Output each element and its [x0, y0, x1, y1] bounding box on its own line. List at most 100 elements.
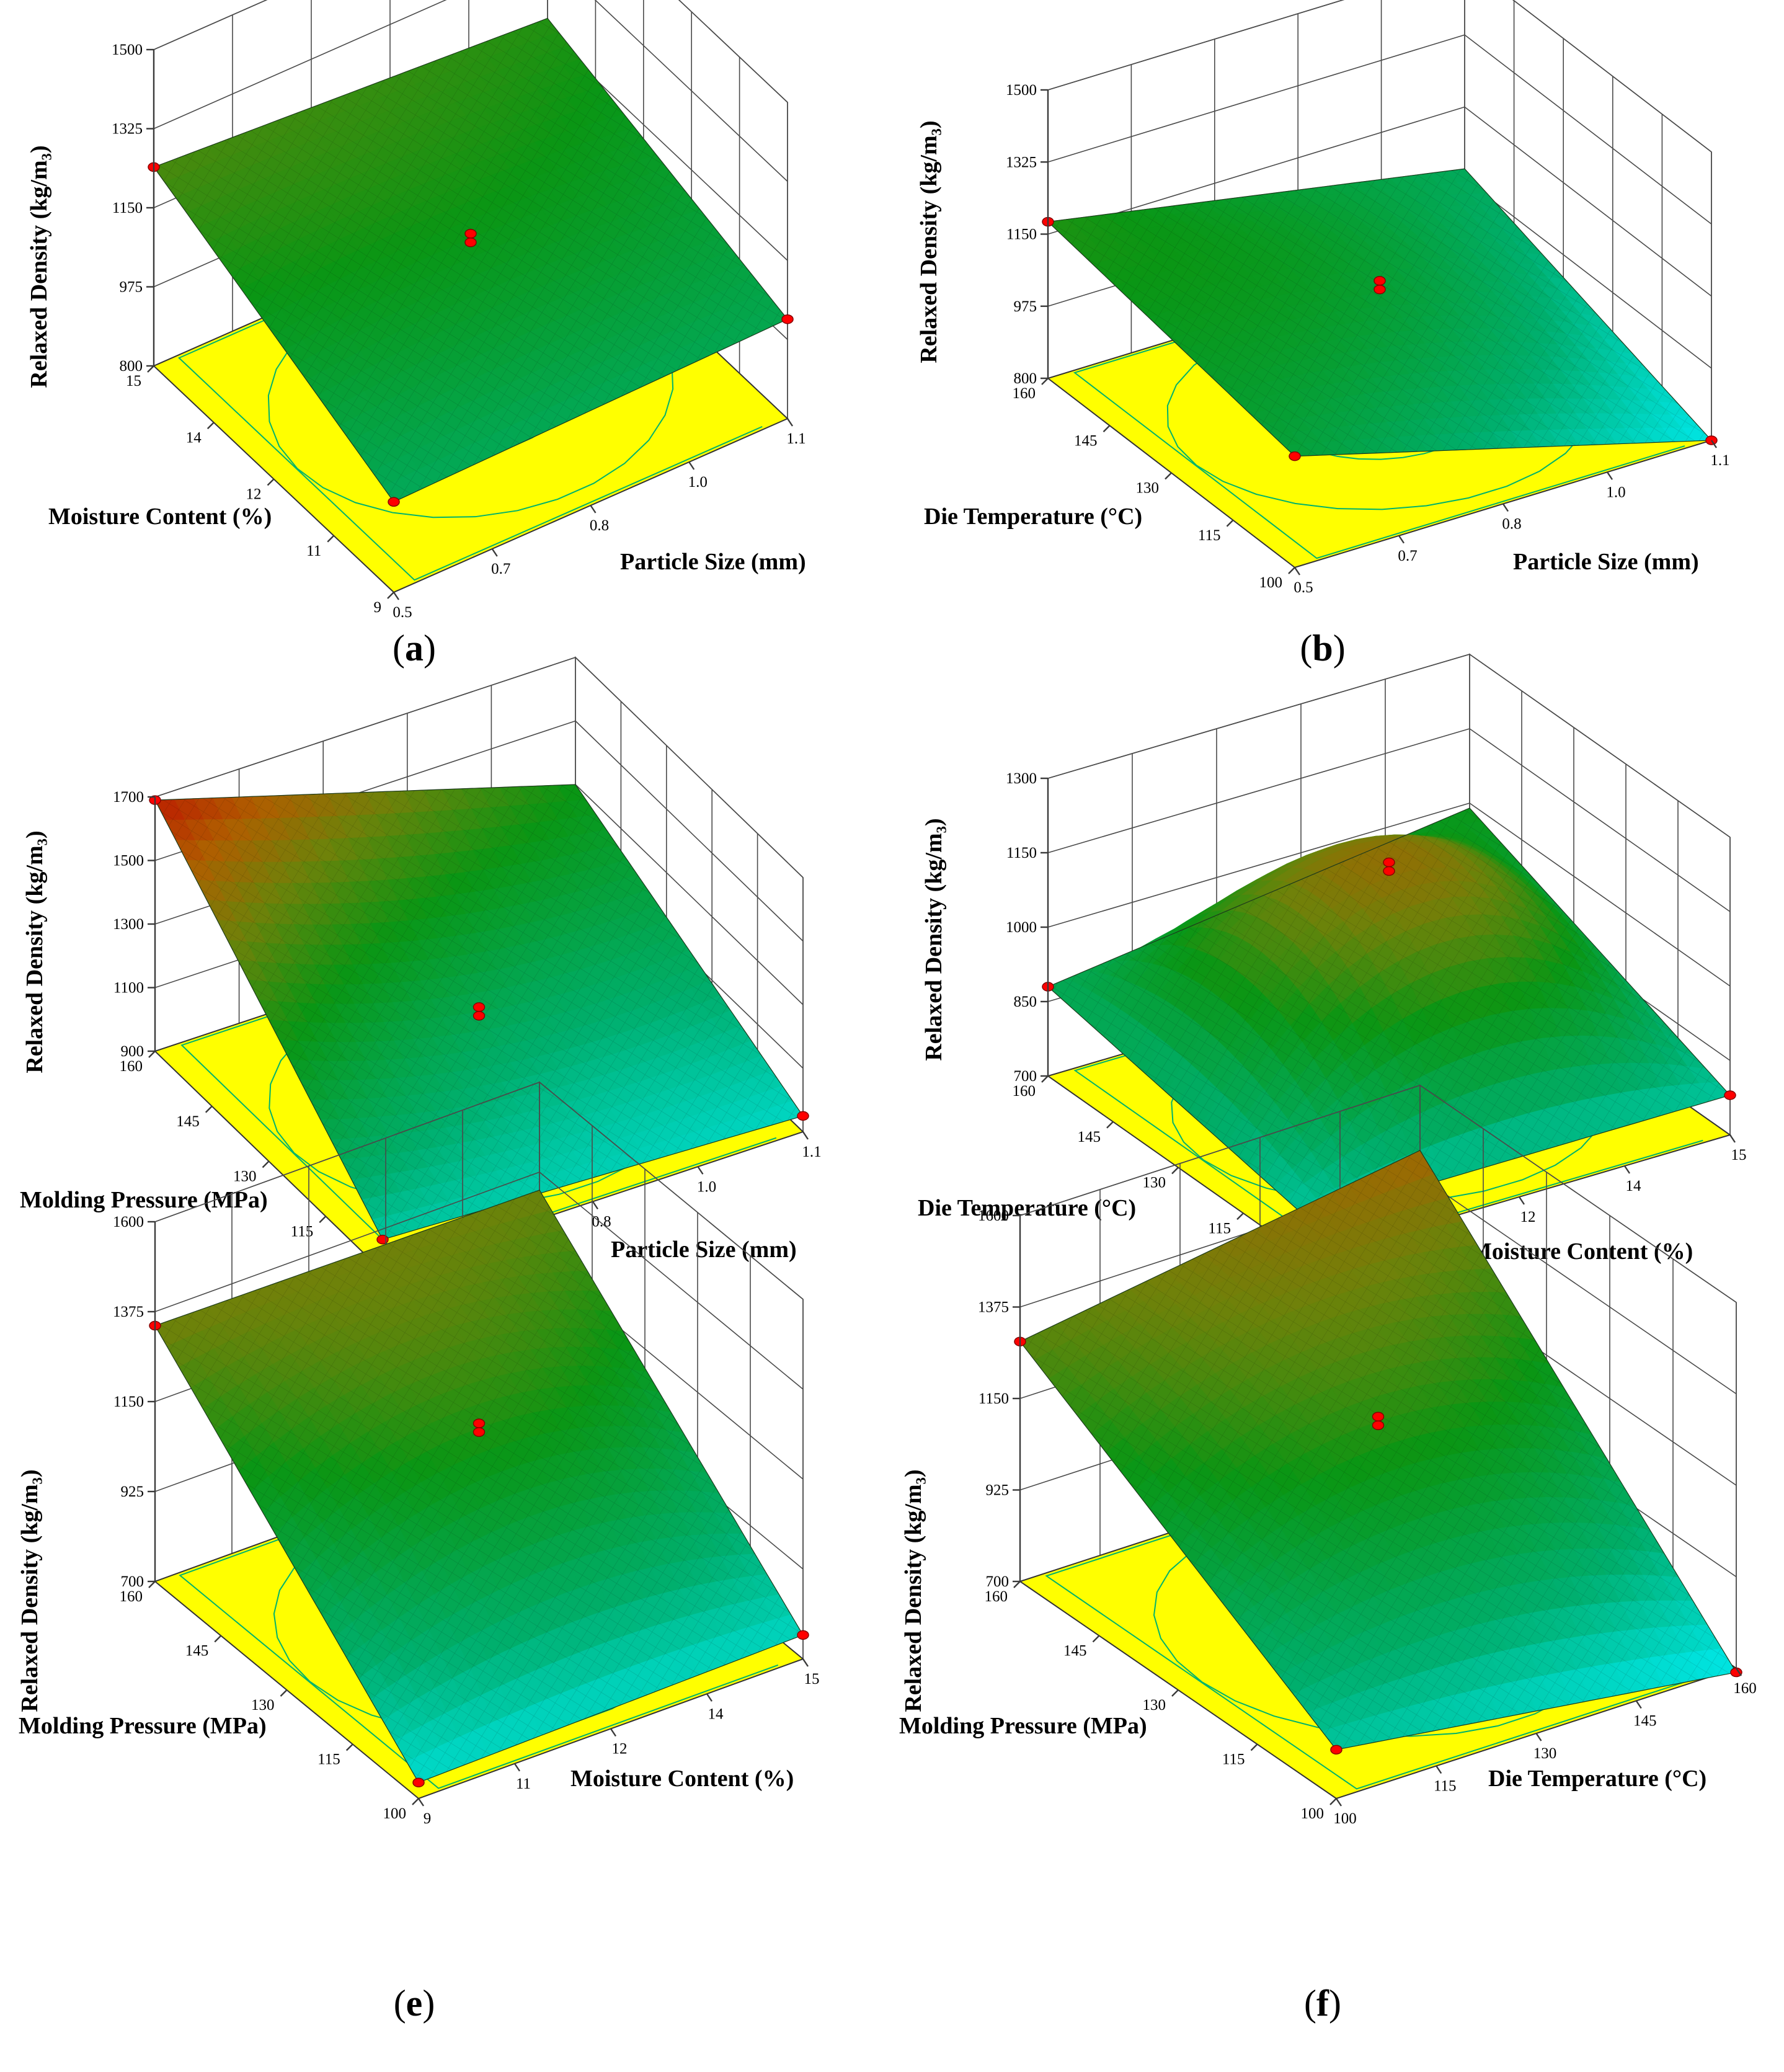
panel-label: (a): [393, 628, 436, 669]
x-tick-mark: [706, 1693, 712, 1702]
y-axis-label: Moisture Content (%): [48, 504, 272, 530]
design-point-right: [1730, 1667, 1742, 1678]
z-tick-label: 1375: [113, 1304, 144, 1320]
panel-a: 800 975 1150 1325 1500 Relaxed Density (kg/m₃…: [26, 0, 806, 669]
y-tick-label: 100: [1259, 574, 1283, 591]
y-tick-label: 115: [1222, 1751, 1245, 1768]
y-tick-label: 145: [176, 1113, 200, 1130]
x-tick-mark: [1502, 503, 1509, 512]
y-tick-mark: [1226, 519, 1234, 527]
z-tick-label: 975: [1014, 298, 1037, 315]
y-tick-mark: [1041, 1075, 1049, 1083]
x-axis-label: Moisture Content (%): [570, 1766, 794, 1792]
y-tick-mark: [327, 535, 335, 543]
panel-label: (f): [1304, 1983, 1341, 2024]
y-tick-label: 130: [233, 1168, 257, 1185]
x-tick-mark: [590, 505, 597, 514]
y-tick-mark: [1288, 567, 1295, 574]
wall-z-gridline: [1464, 34, 1712, 225]
y-axis-label: Die Temperature (°C): [918, 1195, 1136, 1221]
wall-z-gridline: [1469, 728, 1731, 912]
z-tick-label: 700: [121, 1573, 144, 1590]
x-axis-label: Moisture Content (%): [1470, 1238, 1693, 1265]
design-points: [149, 1320, 809, 1787]
wall-z-gridline: [594, 0, 788, 182]
z-axis: 900 1100 1300 1500 1700: [113, 789, 156, 1060]
z-tick-label: 1375: [978, 1299, 1009, 1316]
y-axis-label: Molding Pressure (MPa): [20, 1187, 268, 1213]
surface-mesh: [1047, 168, 1713, 457]
observed-point: [1383, 866, 1395, 876]
wall-z-gridline: [1047, 34, 1465, 163]
z-tick-label: 1325: [1006, 154, 1037, 171]
y-tick-mark: [148, 1051, 156, 1058]
z-tick-label: 1150: [1006, 226, 1037, 243]
x-tick-mark: [802, 1131, 809, 1140]
wall-z-gridline: [539, 1082, 804, 1300]
observed-point: [473, 1011, 486, 1021]
wall-z-gridline: [539, 1172, 804, 1390]
design-point-right: [797, 1630, 809, 1640]
z-axis: 700 925 1150 1375 1600: [978, 1207, 1021, 1590]
x-tick-mark: [1519, 1196, 1525, 1205]
wall-z-gridline: [1419, 1176, 1737, 1395]
x-tick-mark: [1336, 1798, 1342, 1807]
x-tick-label: 14: [708, 1705, 724, 1722]
x-tick-mark: [1398, 535, 1405, 544]
y-tick-mark: [1250, 1743, 1258, 1751]
y-tick-mark: [147, 365, 154, 373]
x-tick-label: 0.5: [393, 604, 412, 621]
x-tick-label: 0.5: [1294, 579, 1313, 596]
design-point-right: [797, 1111, 809, 1121]
y-tick-label: 15: [126, 373, 141, 389]
design-point-right: [1724, 1090, 1736, 1100]
x-axis: 0.5 0.7 0.8 1.0 1.1: [1294, 440, 1730, 596]
y-tick-label: 145: [1074, 432, 1098, 449]
y-tick-label: 115: [291, 1223, 314, 1240]
z-axis: 800 975 1150 1325 1500: [1006, 82, 1049, 387]
x-tick-label: 0.8: [1502, 516, 1521, 533]
x-tick-label: 12: [1520, 1209, 1536, 1225]
x-tick-label: 145: [1633, 1713, 1657, 1730]
response-surface: [1047, 807, 1731, 1220]
x-tick-label: 14: [1626, 1178, 1642, 1194]
y-tick-label: 160: [1013, 1083, 1036, 1100]
y-tick-mark: [267, 478, 275, 486]
wall-z-gridline: [154, 657, 576, 798]
y-tick-label: 130: [251, 1697, 275, 1714]
x-tick-label: 160: [1733, 1680, 1757, 1697]
z-axis-label: Relaxed Density (kg/m₃): [26, 145, 52, 388]
response-surface: [154, 1189, 804, 1783]
design-point-front: [388, 497, 400, 507]
y-tick-label: 130: [1143, 1175, 1166, 1191]
panel-c: 900 1100 1300 1500 1700 Relaxed Density (kg/m…: [20, 656, 822, 1357]
observed-point: [1374, 275, 1386, 286]
z-tick-label: 1325: [112, 121, 143, 138]
x-tick-label: 1.1: [1710, 452, 1729, 469]
x-tick-label: 0.7: [491, 561, 510, 577]
y-tick-label: 145: [1063, 1643, 1087, 1660]
design-point-right: [781, 314, 794, 324]
response-surface: [1019, 1150, 1737, 1750]
wall-z-gridline: [154, 1082, 540, 1222]
panel-b: 800 975 1150 1325 1500 Relaxed Density (kg/m₃…: [916, 0, 1730, 669]
z-axis: 800 975 1150 1325 1500: [112, 42, 155, 375]
wall-z-gridline: [1047, 803, 1470, 928]
y-tick-mark: [262, 1160, 270, 1168]
observed-point: [473, 1427, 486, 1437]
y-tick-label: 115: [1208, 1220, 1231, 1237]
z-tick-label: 1500: [112, 42, 143, 58]
z-axis-label: Relaxed Density (kg/m₃): [17, 1469, 43, 1712]
x-tick-label: 0.7: [1398, 548, 1417, 564]
surface-mesh: [1019, 1150, 1737, 1750]
x-tick-label: 0.8: [590, 517, 609, 534]
z-axis: 700 850 1000 1150 1300: [1006, 770, 1049, 1085]
panel-f: 700 925 1150 1375 1600 Relaxed Density (kg/m₃…: [899, 1084, 1757, 2024]
z-tick-label: 1150: [979, 1390, 1009, 1407]
response-surface: [1047, 168, 1713, 457]
design-point-front: [412, 1777, 425, 1787]
y-tick-label: 115: [317, 1751, 340, 1768]
x-tick-label: 115: [1434, 1778, 1457, 1795]
